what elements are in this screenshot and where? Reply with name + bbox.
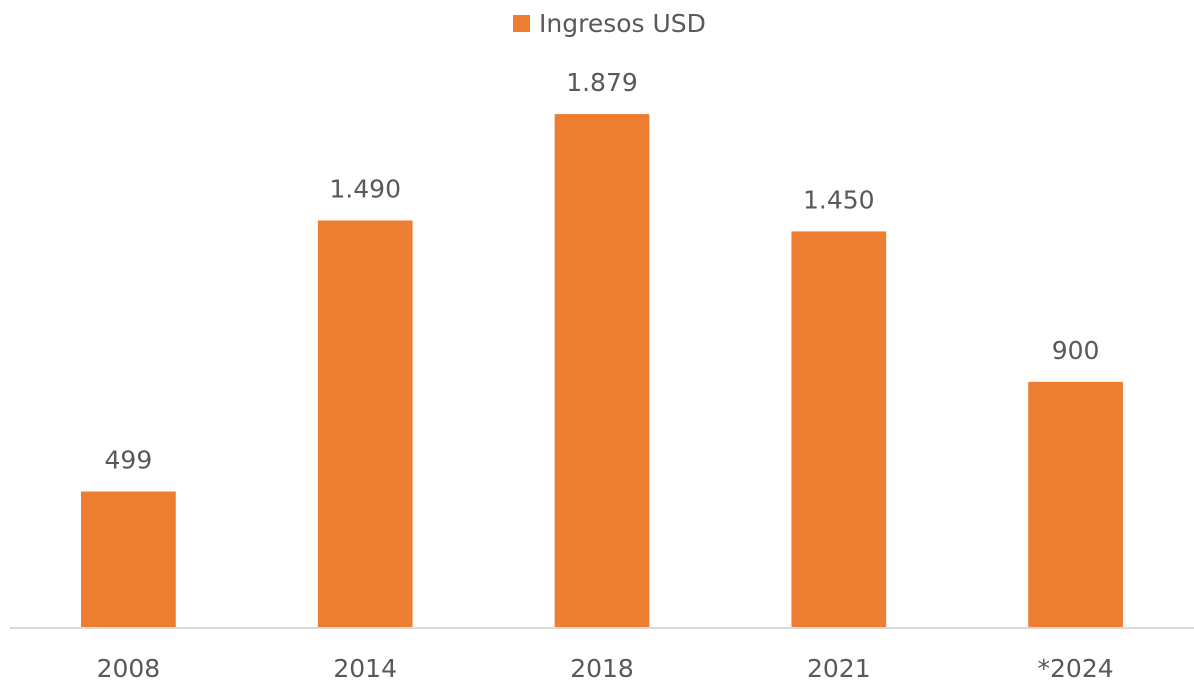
data-label: 1.450 bbox=[803, 185, 875, 214]
bar bbox=[317, 220, 413, 629]
x-tick-label: 2021 bbox=[807, 654, 871, 683]
bar bbox=[554, 114, 650, 628]
bar bbox=[791, 231, 887, 629]
x-tick-label: 2018 bbox=[570, 654, 634, 683]
x-tick-label: 2014 bbox=[333, 654, 397, 683]
data-label: 1.879 bbox=[566, 68, 638, 97]
bar bbox=[81, 491, 176, 628]
legend-swatch bbox=[513, 15, 530, 32]
x-tick-label: 2008 bbox=[97, 654, 161, 683]
data-label: 1.490 bbox=[329, 174, 401, 203]
legend-label: Ingresos USD bbox=[539, 9, 706, 38]
data-label: 499 bbox=[105, 446, 153, 475]
data-label: 900 bbox=[1052, 336, 1100, 365]
x-tick-label: *2024 bbox=[1038, 654, 1114, 683]
bar bbox=[1028, 381, 1123, 628]
